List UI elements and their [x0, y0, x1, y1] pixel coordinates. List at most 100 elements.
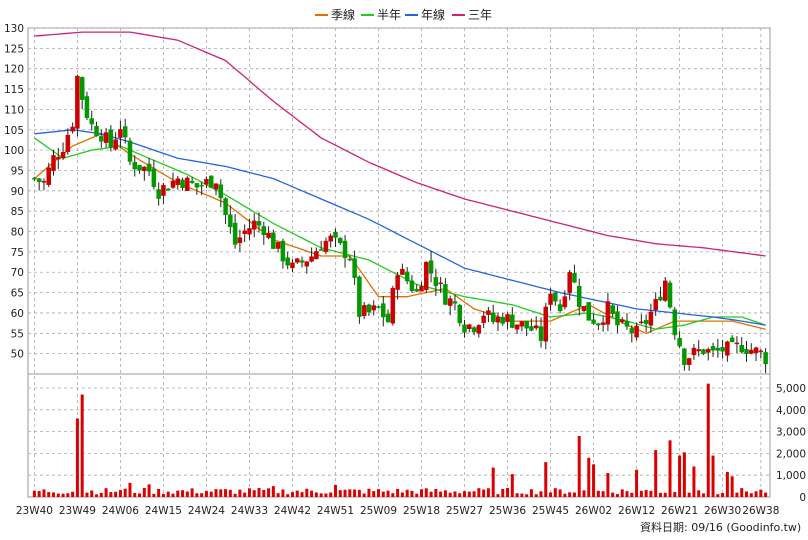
- candle-body: [94, 126, 99, 136]
- volume-bar: [353, 489, 357, 497]
- volume-bar: [324, 493, 328, 497]
- candle-body: [275, 242, 281, 249]
- price-tick-label: 80: [11, 227, 24, 239]
- time-tick-label: 25W18: [403, 505, 440, 517]
- volume-bar: [615, 494, 619, 497]
- candle-body: [223, 198, 228, 216]
- candle-body: [137, 165, 142, 171]
- candle-body: [572, 272, 577, 283]
- volume-bar: [267, 488, 271, 497]
- candle-body: [280, 240, 286, 262]
- candle-body: [490, 312, 496, 322]
- candle-body: [557, 304, 563, 312]
- candle-body: [142, 166, 147, 171]
- time-tick-label: 23W49: [59, 505, 96, 517]
- time-tick-label: 25W45: [532, 505, 569, 517]
- legend-label-halfyear: 半年: [377, 8, 401, 22]
- candle-body: [361, 305, 367, 316]
- volume-bar: [381, 491, 385, 497]
- candle-body: [347, 258, 353, 261]
- time-tick-label: 26W12: [618, 505, 655, 517]
- volume-bar: [721, 492, 725, 497]
- volume-bar: [472, 491, 476, 497]
- candle-body: [60, 151, 66, 159]
- volume-bar: [166, 491, 170, 497]
- volume-bar: [448, 492, 452, 497]
- candle-body: [481, 315, 486, 324]
- volume-bar: [525, 494, 529, 497]
- volume-bar: [687, 492, 691, 497]
- volume-bar: [635, 469, 639, 497]
- volume-bar: [678, 455, 682, 497]
- volume-bar: [338, 490, 342, 497]
- candle-body: [170, 180, 176, 188]
- volume-bar: [692, 466, 696, 497]
- candle-body: [376, 306, 381, 308]
- volume-bar: [549, 492, 553, 497]
- candle-body: [366, 304, 372, 313]
- candle-body: [619, 319, 625, 323]
- volume-bar: [396, 488, 400, 497]
- candle-body: [232, 222, 238, 245]
- candle-body: [753, 347, 759, 354]
- volume-bar: [520, 493, 524, 497]
- candle-body: [242, 230, 247, 234]
- volume-bar: [391, 493, 395, 497]
- candle-body: [643, 319, 649, 324]
- price-tick-label: 55: [11, 328, 24, 340]
- time-tick-label: 24W33: [231, 505, 268, 517]
- legend-label-year: 年線: [421, 7, 445, 22]
- candle-body: [228, 214, 233, 228]
- volume-bar: [367, 488, 371, 497]
- candle-body: [56, 157, 61, 160]
- volume-bar: [329, 492, 333, 497]
- volume-bar: [343, 489, 347, 497]
- volume-bar: [233, 493, 237, 497]
- price-tick-label: 125: [4, 43, 24, 55]
- candle-body: [36, 178, 42, 182]
- volume-bar: [42, 489, 46, 497]
- candle-body: [548, 293, 553, 305]
- candle-body: [75, 75, 80, 129]
- volume-plot-area: [27, 373, 771, 498]
- price-tick-label: 95: [11, 165, 24, 177]
- volume-bar: [219, 489, 223, 497]
- volume-bar: [491, 467, 495, 497]
- volume-tick-label: 3,000: [776, 427, 806, 439]
- candle-body: [662, 280, 668, 301]
- price-tick-label: 85: [11, 206, 24, 218]
- candle-body: [734, 342, 740, 345]
- volume-bar: [658, 492, 662, 497]
- candle-body: [615, 311, 620, 326]
- volume-bar: [420, 489, 424, 497]
- candle-body: [471, 327, 477, 333]
- candle-body: [309, 256, 314, 262]
- candle-body: [251, 220, 257, 230]
- moving-average-lines: [33, 31, 766, 335]
- candle-body: [596, 323, 601, 326]
- volume-bar: [195, 493, 199, 497]
- candle-body: [46, 167, 51, 185]
- candle-body: [266, 232, 271, 238]
- volume-bar: [606, 473, 610, 497]
- volume-bar: [362, 493, 366, 497]
- volume-bar: [582, 490, 586, 497]
- volume-bar: [262, 489, 266, 497]
- volume-tick-label: 2,000: [776, 448, 806, 460]
- volume-bar: [372, 491, 376, 497]
- volume-bar: [228, 489, 232, 497]
- candle-body: [84, 96, 90, 118]
- volume-bar: [639, 490, 643, 497]
- volume-bar: [496, 494, 500, 497]
- price-tick-label: 110: [4, 104, 24, 116]
- volume-bar: [138, 493, 142, 497]
- price-tick-label: 70: [11, 267, 24, 279]
- volume-bar: [415, 493, 419, 497]
- candle-body: [567, 272, 572, 294]
- candle-body: [438, 282, 443, 285]
- price-tick-label: 60: [11, 308, 24, 320]
- volume-bar: [204, 491, 208, 497]
- volume-bar: [429, 491, 433, 497]
- volume-bars: [32, 383, 768, 497]
- candle-body: [505, 314, 510, 323]
